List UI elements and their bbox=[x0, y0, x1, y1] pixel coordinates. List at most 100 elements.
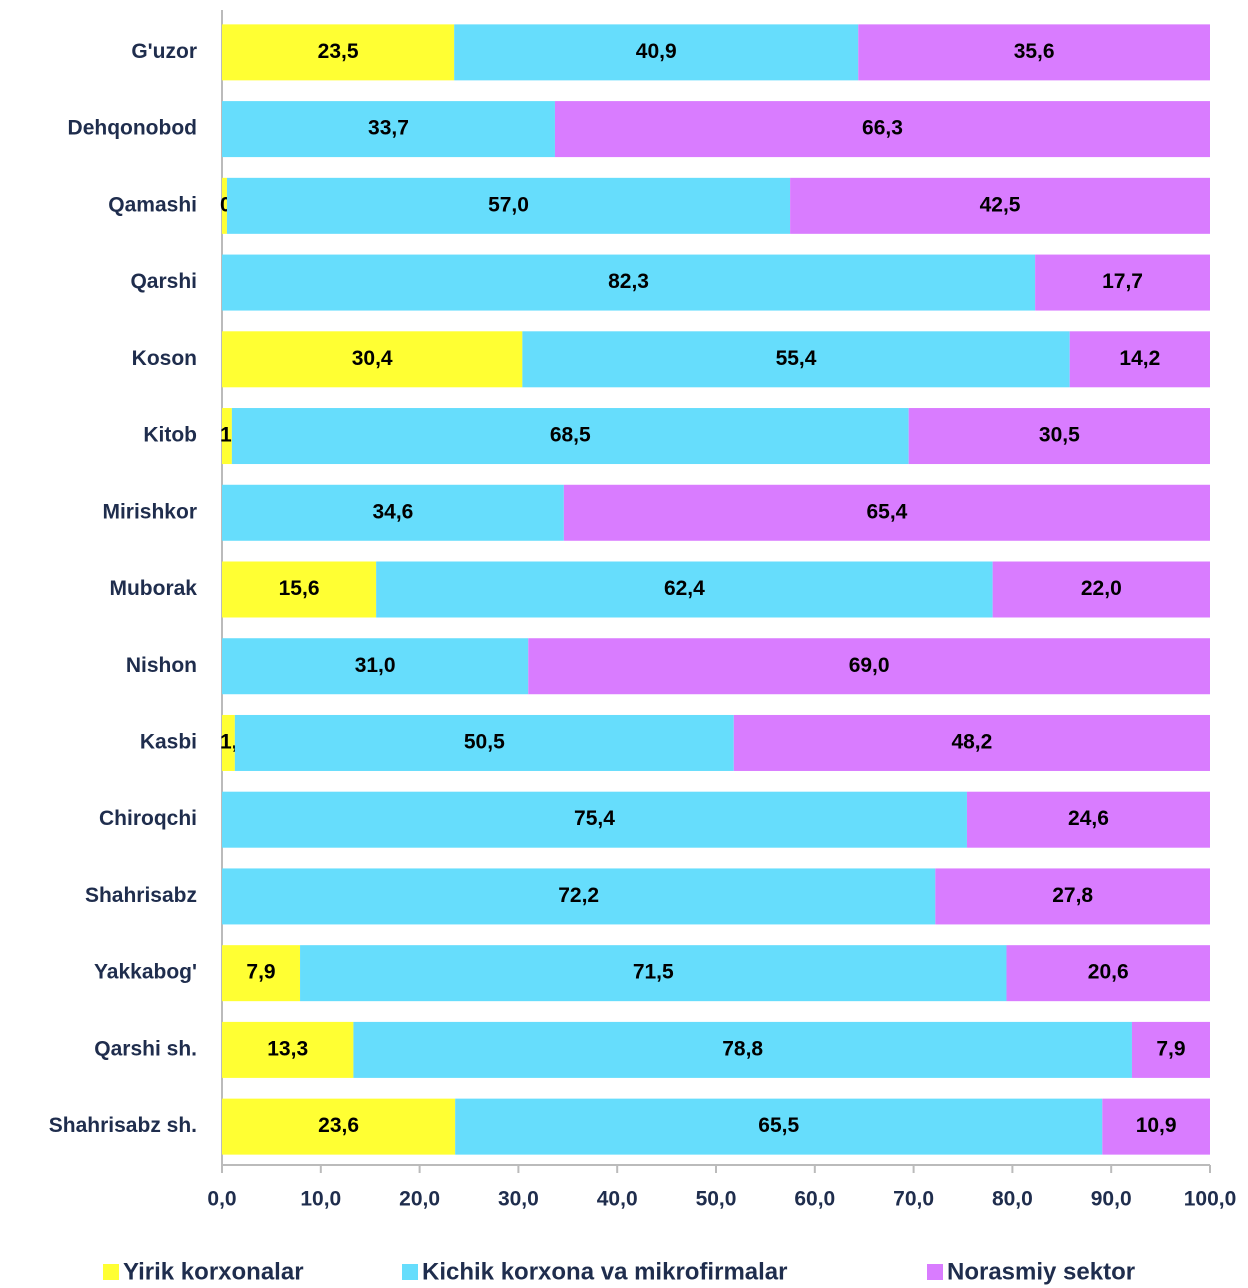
data-label: 15,6 bbox=[279, 577, 320, 600]
legend-label: Yirik korxonalar bbox=[123, 1258, 304, 1285]
bar-segment bbox=[222, 638, 529, 695]
data-label: 50,5 bbox=[464, 731, 505, 754]
data-label: 22,0 bbox=[1081, 577, 1122, 600]
y-tick-label: Kitob bbox=[143, 424, 197, 447]
x-tick-label: 80,0 bbox=[992, 1188, 1033, 1211]
y-tick-label: Yakkabog' bbox=[94, 961, 197, 984]
bar-segment bbox=[222, 561, 377, 618]
y-tick-label: G'uzor bbox=[131, 40, 197, 63]
bar-segment bbox=[222, 24, 455, 81]
y-tick-label: Muborak bbox=[109, 577, 197, 600]
bar-segment bbox=[300, 945, 1007, 1002]
bar-segment bbox=[733, 714, 1210, 771]
bar-segment bbox=[966, 791, 1210, 848]
bar-segment bbox=[222, 1098, 456, 1155]
bar-segment bbox=[1102, 1098, 1210, 1155]
x-tick-label: 30,0 bbox=[498, 1188, 539, 1211]
bar-segment bbox=[222, 714, 235, 771]
bar-segment bbox=[222, 408, 232, 465]
data-label: 69,0 bbox=[849, 654, 890, 677]
data-label: 31,0 bbox=[355, 654, 396, 677]
bar-segment bbox=[222, 945, 301, 1002]
x-tick-label: 10,0 bbox=[300, 1188, 341, 1211]
data-label: 66,3 bbox=[862, 117, 903, 140]
x-tick-label: 50,0 bbox=[696, 1188, 737, 1211]
bar-segment bbox=[992, 561, 1210, 618]
bar-segment bbox=[1006, 945, 1210, 1002]
bar-segment bbox=[222, 1021, 354, 1078]
bar-segment bbox=[522, 331, 1070, 388]
data-label: 78,8 bbox=[722, 1037, 763, 1060]
bar-segment bbox=[563, 484, 1210, 541]
data-label: 27,8 bbox=[1052, 884, 1093, 907]
y-tick-label: Nishon bbox=[126, 654, 197, 677]
y-tick-label: Shahrisabz sh. bbox=[49, 1114, 197, 1137]
data-label: 30,5 bbox=[1039, 424, 1080, 447]
bar-segment bbox=[1035, 254, 1210, 311]
data-label: 13,3 bbox=[267, 1037, 308, 1060]
bar-segment bbox=[1131, 1021, 1210, 1078]
x-tick-label: 20,0 bbox=[399, 1188, 440, 1211]
data-label: 7,9 bbox=[246, 961, 275, 984]
bar-segment bbox=[455, 1098, 1103, 1155]
data-label: 62,4 bbox=[664, 577, 705, 600]
y-tick-label: Qarshi sh. bbox=[94, 1037, 197, 1060]
data-label: 65,4 bbox=[866, 500, 907, 523]
data-label: 30,4 bbox=[352, 347, 393, 370]
y-tick-label: Kasbi bbox=[140, 731, 197, 754]
legend-swatch bbox=[927, 1264, 943, 1280]
bar-segment bbox=[376, 561, 993, 618]
x-tick-label: 0,0 bbox=[207, 1188, 236, 1211]
data-label: 72,2 bbox=[558, 884, 599, 907]
bar-segment bbox=[454, 24, 859, 81]
y-tick-label: Shahrisabz bbox=[85, 884, 197, 907]
legend-swatch bbox=[402, 1264, 418, 1280]
y-tick-label: Dehqonobod bbox=[68, 117, 197, 140]
bar-segment bbox=[231, 408, 909, 465]
data-label: 48,2 bbox=[951, 731, 992, 754]
x-tick-label: 100,0 bbox=[1184, 1188, 1237, 1211]
data-label: 10,9 bbox=[1136, 1114, 1177, 1137]
bar-segment bbox=[1069, 331, 1210, 388]
data-label: 57,0 bbox=[488, 193, 529, 216]
data-label: 71,5 bbox=[633, 961, 674, 984]
bar-segment bbox=[528, 638, 1210, 695]
data-label: 14,2 bbox=[1119, 347, 1160, 370]
legend-swatch bbox=[103, 1264, 119, 1280]
bar-segment bbox=[234, 714, 734, 771]
bar-segment bbox=[554, 101, 1210, 158]
data-label: 23,5 bbox=[318, 40, 359, 63]
bar-segment bbox=[222, 254, 1036, 311]
data-label: 35,6 bbox=[1014, 40, 1055, 63]
bar-segment bbox=[222, 101, 555, 158]
data-label: 65,5 bbox=[758, 1114, 799, 1137]
bar-segment bbox=[222, 331, 523, 388]
data-label: 34,6 bbox=[372, 500, 413, 523]
y-tick-label: Qamashi bbox=[108, 193, 197, 216]
data-label: 33,7 bbox=[368, 117, 409, 140]
legend-label: Norasmiy sektor bbox=[947, 1258, 1135, 1285]
data-label: 40,9 bbox=[636, 40, 677, 63]
x-tick-label: 90,0 bbox=[1091, 1188, 1132, 1211]
data-label: 75,4 bbox=[574, 807, 615, 830]
data-label: 82,3 bbox=[608, 270, 649, 293]
bar-segment bbox=[790, 177, 1210, 234]
bar-segment bbox=[353, 1021, 1132, 1078]
bar-segment bbox=[858, 24, 1210, 81]
data-label: 55,4 bbox=[776, 347, 817, 370]
data-label: 17,7 bbox=[1102, 270, 1143, 293]
x-tick-label: 60,0 bbox=[794, 1188, 835, 1211]
data-label: 7,9 bbox=[1156, 1037, 1185, 1060]
bar-segment bbox=[222, 791, 967, 848]
bar-segment bbox=[222, 868, 936, 925]
y-tick-label: Mirishkor bbox=[102, 500, 197, 523]
data-label: 23,6 bbox=[318, 1114, 359, 1137]
y-tick-label: Qarshi bbox=[130, 270, 197, 293]
bar-segment bbox=[226, 177, 791, 234]
data-label: 68,5 bbox=[550, 424, 591, 447]
x-tick-label: 40,0 bbox=[597, 1188, 638, 1211]
bar-segment bbox=[908, 408, 1210, 465]
bar-segment bbox=[222, 177, 227, 234]
y-tick-label: Chiroqchi bbox=[99, 807, 197, 830]
